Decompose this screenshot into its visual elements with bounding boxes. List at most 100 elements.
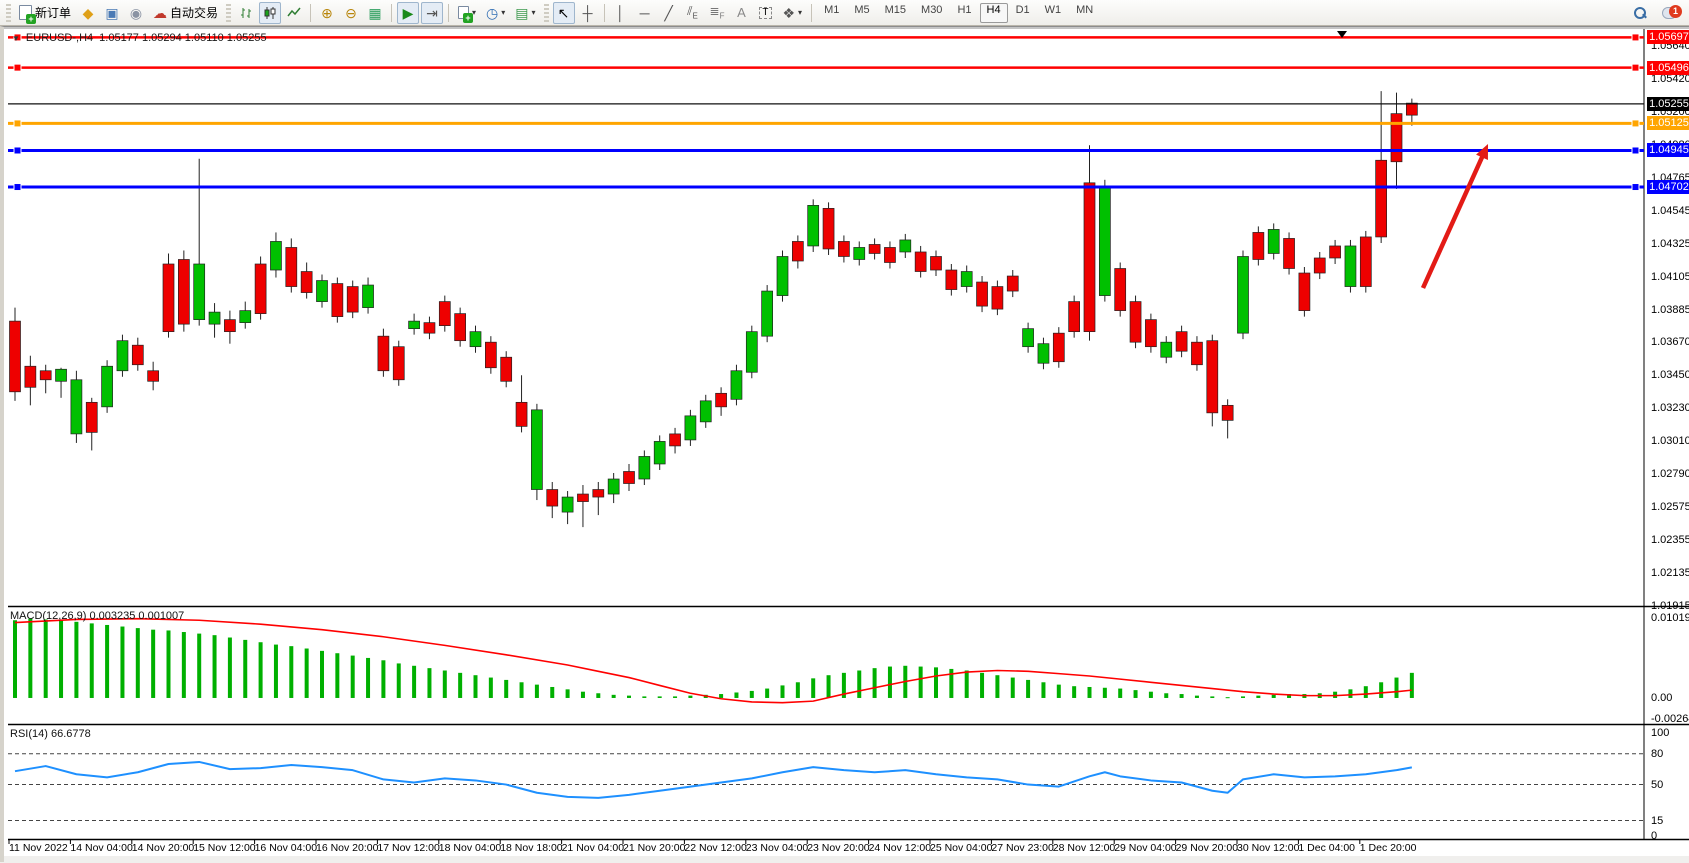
toolbar-grip[interactable] <box>543 3 549 22</box>
candle[interactable] <box>684 415 697 441</box>
candle[interactable] <box>577 493 589 502</box>
zoom-out-button[interactable]: ⊖ <box>340 2 362 24</box>
candle[interactable] <box>485 341 497 369</box>
ohlc-toggle-icon[interactable]: ▼ <box>12 33 20 43</box>
candle[interactable] <box>976 281 988 307</box>
candle[interactable] <box>1114 268 1127 311</box>
candle[interactable] <box>1313 257 1326 274</box>
candle[interactable] <box>270 241 282 271</box>
equidistant-channel-button[interactable]: ⫽E <box>682 2 704 24</box>
candle[interactable] <box>101 365 113 408</box>
fibonacci-button[interactable]: ≣F <box>706 2 729 24</box>
candle[interactable] <box>807 205 820 247</box>
line-handle[interactable] <box>1631 146 1640 155</box>
line-chart-button[interactable] <box>283 2 305 24</box>
candle[interactable] <box>392 346 405 381</box>
candle[interactable] <box>791 241 804 262</box>
candle[interactable] <box>531 409 543 490</box>
candle[interactable] <box>884 247 896 263</box>
candle[interactable] <box>9 320 21 393</box>
candle[interactable] <box>991 286 1004 310</box>
candle[interactable] <box>500 356 513 382</box>
candle[interactable] <box>899 239 912 253</box>
eraser-button[interactable]: ◆ <box>77 2 99 24</box>
candle[interactable] <box>715 392 727 408</box>
candle[interactable] <box>868 244 881 254</box>
candle[interactable] <box>1298 272 1311 311</box>
timeframe-D1[interactable]: D1 <box>1015 3 1030 16</box>
candle[interactable] <box>1083 182 1096 333</box>
candle[interactable] <box>193 263 206 320</box>
candle[interactable] <box>1359 236 1372 287</box>
timeframe-H4[interactable]: H4 <box>979 2 1008 23</box>
candle[interactable] <box>1267 229 1280 254</box>
cursor-button[interactable]: ↖ <box>552 1 575 24</box>
candle[interactable] <box>55 368 67 382</box>
candle[interactable] <box>945 269 958 290</box>
candle[interactable] <box>838 241 850 257</box>
auto-scroll-button[interactable]: ▶ <box>397 1 420 24</box>
candle[interactable] <box>1237 256 1249 334</box>
trend-arrow-annotation[interactable] <box>1420 152 1486 289</box>
zoom-in-button[interactable]: ⊕ <box>316 2 338 24</box>
candlestick-chart-button[interactable] <box>259 1 282 24</box>
chart-shift-button[interactable]: ⇥ <box>421 1 444 24</box>
timeframe-MN[interactable]: MN <box>1076 3 1094 16</box>
timeframe-M15[interactable]: M15 <box>884 3 907 16</box>
trendline-button[interactable]: ╱ <box>658 2 680 24</box>
line-handle[interactable] <box>13 119 22 128</box>
candle[interactable] <box>607 478 620 495</box>
candle[interactable] <box>638 456 651 480</box>
line-handle[interactable] <box>13 33 22 42</box>
timeframe-M30[interactable]: M30 <box>921 3 943 16</box>
candle[interactable] <box>776 256 789 296</box>
candle[interactable] <box>623 471 635 484</box>
candle[interactable] <box>469 331 482 348</box>
candle[interactable] <box>761 290 774 337</box>
candle[interactable] <box>546 489 559 507</box>
candle[interactable] <box>1129 301 1142 343</box>
candle[interactable] <box>346 286 359 313</box>
candle[interactable] <box>1145 319 1157 348</box>
indicators-button[interactable]: ▤ ▾ <box>511 2 539 24</box>
candle[interactable] <box>1006 275 1019 292</box>
candle[interactable] <box>1405 102 1418 116</box>
new-order-button[interactable]: 新订单 <box>15 2 75 24</box>
toolbar-grip[interactable] <box>6 3 11 22</box>
candle[interactable] <box>316 280 328 302</box>
candle[interactable] <box>162 263 175 333</box>
candle[interactable] <box>930 256 942 271</box>
candle[interactable] <box>515 401 528 427</box>
candle[interactable] <box>362 284 374 308</box>
candle[interactable] <box>914 251 927 272</box>
candle[interactable] <box>1329 245 1341 259</box>
vertical-line-button[interactable]: │ <box>610 2 632 24</box>
candle[interactable] <box>1068 301 1081 333</box>
candle[interactable] <box>1160 341 1173 358</box>
candle[interactable] <box>853 247 866 260</box>
timeframe-W1[interactable]: W1 <box>1044 3 1062 16</box>
candle[interactable] <box>254 263 267 314</box>
candle[interactable] <box>423 322 436 334</box>
line-handle[interactable] <box>1631 119 1640 128</box>
candle[interactable] <box>1022 328 1034 348</box>
arrows-button[interactable]: ❖ ▾ <box>778 2 806 24</box>
candle[interactable] <box>1098 186 1111 296</box>
candle[interactable] <box>147 370 159 382</box>
candle[interactable] <box>224 319 236 333</box>
toolbar-grip[interactable] <box>226 3 232 22</box>
search-button[interactable] <box>1629 2 1651 24</box>
line-handle[interactable] <box>13 63 22 72</box>
candle[interactable] <box>1037 343 1050 364</box>
candle[interactable] <box>1252 232 1265 260</box>
candle[interactable] <box>24 365 37 388</box>
new-chart-button[interactable]: ▾ <box>454 2 480 24</box>
candle[interactable] <box>1175 331 1188 352</box>
candle[interactable] <box>699 400 712 423</box>
signal-button[interactable]: ◉ <box>125 2 147 24</box>
terminal-button[interactable]: ▣ <box>101 2 123 24</box>
text-button[interactable]: A <box>730 2 752 24</box>
candle[interactable] <box>561 496 574 513</box>
candle[interactable] <box>1344 245 1357 287</box>
bar-chart-button[interactable] <box>235 2 257 24</box>
